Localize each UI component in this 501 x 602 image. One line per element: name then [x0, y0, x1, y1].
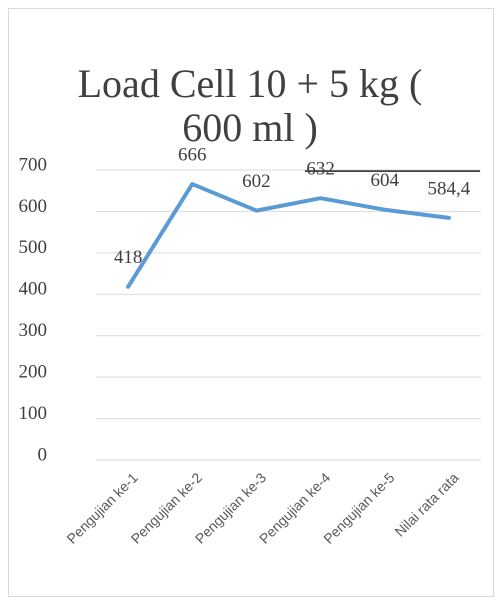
data-label: 584,4 — [428, 178, 471, 199]
y-tick-label: 300 — [19, 320, 48, 341]
data-label: 666 — [178, 144, 207, 165]
y-tick-label: 100 — [19, 403, 48, 424]
y-tick-label: 200 — [19, 362, 48, 383]
data-label: 604 — [371, 170, 400, 191]
y-tick-label: 500 — [19, 237, 48, 258]
chart-frame — [8, 8, 494, 597]
chart-title: Load Cell 10 + 5 kg ( 600 ml ) — [77, 61, 423, 150]
data-label: 632 — [306, 159, 335, 180]
x-tick-label: Nilai rata rata — [391, 469, 461, 539]
y-tick-label: 400 — [19, 279, 48, 300]
line — [126, 182, 451, 289]
y-tick-label: 600 — [19, 196, 48, 217]
data-label: 418 — [114, 247, 143, 268]
y-tick-label: 0 — [38, 444, 48, 465]
data-label: 602 — [242, 171, 271, 192]
y-tick-label: 700 — [19, 154, 48, 175]
